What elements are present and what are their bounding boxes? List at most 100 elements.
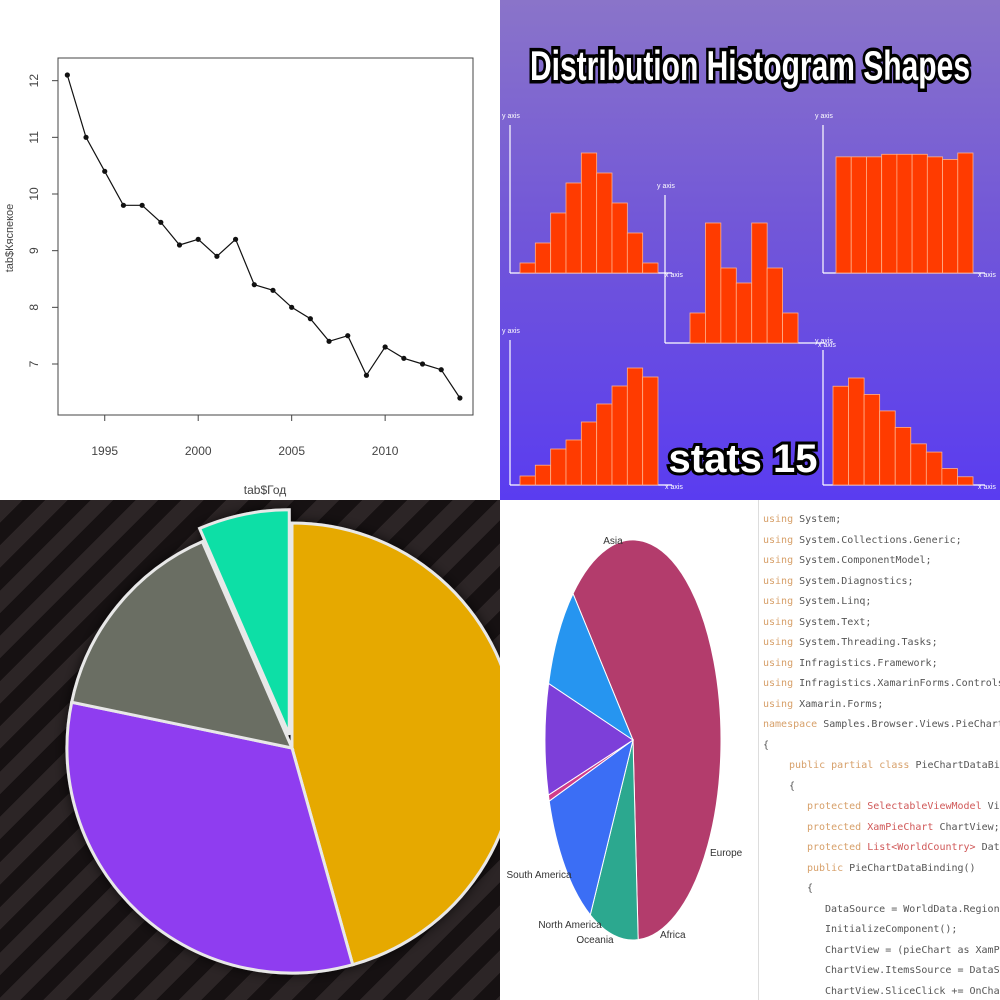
stats-annotation: stats 15 <box>669 437 818 481</box>
code-text: Xamarin.Forms; <box>793 698 884 710</box>
histogram-bar <box>534 242 552 274</box>
histogram-uniform: y axis x axis <box>815 113 996 279</box>
pie-slice <box>65 700 355 975</box>
code-keyword: public <box>807 862 844 874</box>
x-axis-caption: x axis <box>978 484 996 491</box>
code-line: using Infragistics.XamarinForms.Controls… <box>763 678 1000 689</box>
code-line: ChartView.SliceClick += OnChartSlice <box>825 986 1000 997</box>
histogram-symmetric: y axis x axis <box>502 113 683 279</box>
code-text: System.Linq; <box>793 596 872 607</box>
code-text: System.ComponentModel; <box>793 555 932 566</box>
code-text: { <box>789 780 796 792</box>
y-axis-caption: y axis <box>815 338 833 345</box>
code-text: System; <box>793 514 842 525</box>
code-line: ChartView.ItemsSource = DataSource; <box>825 965 1000 976</box>
pie-slice <box>69 539 295 751</box>
data-point <box>102 168 108 174</box>
code-type: List<WorldCountry> <box>861 842 976 853</box>
histogram-bimodal: y axis x axis <box>657 183 836 349</box>
data-point <box>176 242 183 248</box>
histogram-bar <box>896 153 913 274</box>
data-point <box>83 134 89 140</box>
histogram-bar <box>782 312 799 344</box>
histogram-bar <box>626 367 644 486</box>
code-keyword: public partial class <box>789 760 910 771</box>
histogram-bar <box>565 182 582 274</box>
x-tick-label: 2005 <box>278 444 305 458</box>
y-axis-caption: y axis <box>657 183 675 190</box>
slice-label: Africa <box>660 930 686 941</box>
code-line: protected List<WorldCountry> DataSource <box>807 842 1000 853</box>
code-line: { <box>763 740 769 751</box>
histogram-bar <box>751 222 768 344</box>
data-point <box>457 395 463 401</box>
code-line: using System.ComponentModel; <box>763 555 932 566</box>
histogram-shapes-panel: Distribution Histogram Shapes y axis x ax… <box>500 0 1000 500</box>
code-type: SelectableViewModel <box>861 801 982 812</box>
code-editor[interactable]: using System; using System.Collections.Ge… <box>758 500 1000 1000</box>
code-text: System.Diagnostics; <box>793 575 914 587</box>
histogram-bar <box>911 153 928 274</box>
code-text: InitializeComponent(); <box>825 924 958 935</box>
histogram-bar <box>580 152 598 274</box>
histogram-bar <box>848 377 865 486</box>
code-text: DataSource = WorldData.Regions; <box>825 903 1000 915</box>
y-tick-label: 10 <box>27 187 41 201</box>
code-line: InitializeComponent(); <box>825 924 957 935</box>
code-text: System.Text; <box>793 616 872 628</box>
series-line <box>66 74 461 399</box>
code-text: Infragistics.XamarinForms.Controls.Chart… <box>799 678 1000 689</box>
code-keyword: using <box>763 596 794 607</box>
code-line: using Infragistics.Framework; <box>763 658 938 669</box>
histogram-bar <box>925 451 943 486</box>
histogram-bar <box>863 394 881 486</box>
y-tick-label: 9 <box>27 247 41 254</box>
y-tick-label: 8 <box>27 304 41 311</box>
pie-slice-africa <box>548 738 634 916</box>
line-chart: 1995 2000 2005 2010 7 8 9 10 11 12 tab$Год tab$К… <box>4 57 474 497</box>
x-tick-label: 2000 <box>185 444 212 458</box>
code-text: { <box>807 883 814 894</box>
code-line: DataSource = WorldData.Regions; <box>825 904 1000 915</box>
code-text: System.Collections.Generic; <box>793 534 962 546</box>
code-line: using System.Collections.Generic; <box>763 535 962 546</box>
code-keyword: protected <box>807 842 862 853</box>
histogram-bar <box>642 262 659 274</box>
code-text: DataSource <box>981 842 1000 853</box>
code-line: using System.Diagnostics; <box>763 576 914 587</box>
data-point <box>158 219 164 225</box>
code-line: using System.Text; <box>763 617 871 628</box>
data-point <box>251 282 257 288</box>
code-line: using System.Threading.Tasks; <box>763 637 938 648</box>
pie-slice-europe <box>589 739 639 941</box>
histogram-left-skewed: y axis x axis <box>502 328 683 491</box>
data-point <box>270 287 276 293</box>
code-keyword: using <box>763 575 794 587</box>
histogram-bar <box>580 421 598 486</box>
y-tick-label: 7 <box>27 360 41 367</box>
code-text: ChartView.ItemsSource = DataSource; <box>825 965 1000 976</box>
data-point <box>438 367 444 373</box>
data-point <box>139 202 145 208</box>
code-keyword: using <box>763 616 794 628</box>
histogram-bar <box>705 222 722 344</box>
data-point <box>64 72 70 78</box>
histogram-bar <box>926 156 943 274</box>
code-keyword: using <box>763 657 794 669</box>
code-keyword: using <box>763 534 794 546</box>
infographic-title: Distribution Histogram Shapes <box>530 42 970 89</box>
histogram-bar <box>835 156 852 274</box>
code-text: Samples.Browser.Views.PieCharts <box>817 719 1000 730</box>
x-axis-caption: x axis <box>665 272 683 279</box>
pie-slice <box>197 508 291 736</box>
data-point <box>382 344 388 350</box>
code-text: ChartView.SliceClick += OnChartSlice <box>825 985 1000 997</box>
data-point <box>345 333 351 339</box>
code-line: { <box>807 883 813 894</box>
world-pie-panel: Asia Europe Africa Oceania North America Sout… <box>500 500 1000 1000</box>
histogram-bar <box>550 448 567 486</box>
code-keyword: using <box>763 514 794 525</box>
histogram-shapes-chart: Distribution Histogram Shapes y axis x ax… <box>502 39 996 492</box>
histogram-bar <box>850 156 867 274</box>
histogram-bar <box>596 403 613 486</box>
